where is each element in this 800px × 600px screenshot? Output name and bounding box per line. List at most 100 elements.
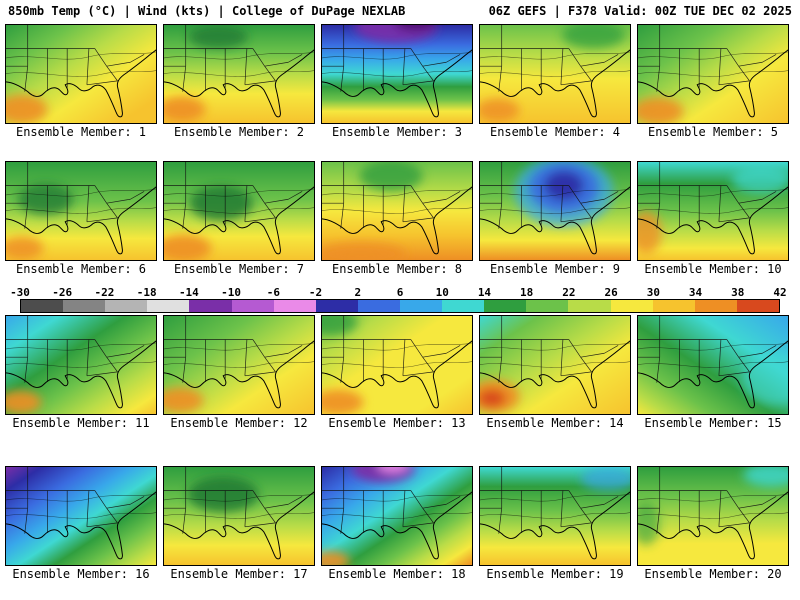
gulf-coastline — [6, 186, 156, 255]
temp-contour-line — [322, 70, 472, 77]
temp-map — [479, 315, 631, 415]
state-borders — [638, 467, 777, 534]
ensemble-panel: Ensemble Member: 10 — [637, 161, 789, 276]
temp-contour-line — [6, 51, 156, 60]
temp-contour-line — [6, 207, 156, 214]
colorbar-segment — [63, 300, 106, 312]
state-borders — [480, 162, 619, 229]
gulf-coastline — [638, 49, 788, 118]
temp-contour-line — [6, 188, 156, 197]
colorbar-segment — [357, 300, 400, 312]
temp-contour-line — [164, 493, 314, 502]
temp-map — [321, 466, 473, 566]
temp-contour-line — [638, 207, 788, 214]
state-borders — [322, 162, 461, 229]
panel-caption: Ensemble Member: 20 — [644, 567, 782, 581]
state-borders — [638, 316, 777, 383]
state-borders — [480, 316, 619, 383]
state-borders — [164, 25, 303, 92]
temp-map — [5, 466, 157, 566]
temp-contour-line — [638, 493, 788, 502]
ensemble-panel: Ensemble Member: 5 — [637, 24, 789, 139]
panel-caption: Ensemble Member: 4 — [489, 125, 621, 139]
temp-map — [479, 466, 631, 566]
temp-contour-line — [480, 51, 630, 60]
ensemble-panel: Ensemble Member: 9 — [479, 161, 631, 276]
panel-caption: Ensemble Member: 9 — [489, 262, 621, 276]
colorbar-segment — [273, 300, 316, 312]
state-borders — [322, 467, 461, 534]
colorbar-tick-label: -26 — [52, 286, 73, 299]
panel-caption: Ensemble Member: 18 — [328, 567, 466, 581]
temp-map — [321, 24, 473, 124]
temp-contour-line — [164, 188, 314, 197]
colorbar-segment — [442, 300, 485, 312]
ensemble-panel: Ensemble Member: 12 — [163, 315, 315, 430]
colorbar-segment — [21, 300, 64, 312]
panel-caption: Ensemble Member: 5 — [647, 125, 779, 139]
ensemble-panel: Ensemble Member: 4 — [479, 24, 631, 139]
temp-contour-line — [322, 512, 472, 519]
colorbar-segment — [484, 300, 527, 312]
temp-contour-line — [6, 493, 156, 502]
temp-contour-line — [480, 361, 630, 368]
panel-row-4: Ensemble Member: 16 Ensemble Member: 17 En… — [0, 466, 800, 581]
temp-contour-line — [6, 361, 156, 368]
colorbar-segment — [315, 300, 358, 312]
state-borders — [638, 162, 777, 229]
temp-contour-line — [322, 493, 472, 502]
panel-row-3: Ensemble Member: 11 Ensemble Member: 12 En… — [0, 315, 800, 430]
colorbar-tick-label: 2 — [354, 286, 362, 299]
state-borders — [6, 316, 145, 383]
gulf-coastline — [322, 340, 472, 409]
ensemble-panel: Ensemble Member: 7 — [163, 161, 315, 276]
colorbar-segment — [694, 300, 737, 312]
temp-contour-line — [164, 361, 314, 368]
temp-contour-line — [164, 51, 314, 60]
colorbar-tick-label: 38 — [731, 286, 745, 299]
temp-map — [163, 466, 315, 566]
colorbar-tick-label: 18 — [520, 286, 534, 299]
panel-caption: Ensemble Member: 10 — [644, 262, 782, 276]
temp-contour-line — [164, 70, 314, 77]
state-borders — [6, 467, 145, 534]
state-borders — [322, 316, 461, 383]
colorbar-tick-label: 34 — [688, 286, 703, 299]
panel-caption: Ensemble Member: 12 — [170, 416, 308, 430]
ensemble-panel: Ensemble Member: 16 — [5, 466, 157, 581]
gulf-coastline — [480, 49, 630, 118]
temp-map — [163, 315, 315, 415]
state-borders — [322, 25, 461, 92]
gulf-coastline — [322, 49, 472, 118]
state-borders — [164, 467, 303, 534]
temp-contour-line — [638, 512, 788, 519]
ensemble-panel: Ensemble Member: 6 — [5, 161, 157, 276]
gulf-coastline — [6, 491, 156, 560]
product-title: 850mb Temp (°C) | Wind (kts) | College o… — [8, 4, 406, 18]
state-borders — [480, 467, 619, 534]
header: 850mb Temp (°C) | Wind (kts) | College o… — [0, 0, 800, 20]
ensemble-panel: Ensemble Member: 20 — [637, 466, 789, 581]
gulf-coastline — [638, 186, 788, 255]
panel-caption: Ensemble Member: 14 — [486, 416, 624, 430]
state-borders — [480, 25, 619, 92]
gulf-coastline — [164, 186, 314, 255]
ensemble-panel: Ensemble Member: 13 — [321, 315, 473, 430]
gulf-coastline — [480, 340, 630, 409]
temp-map — [479, 161, 631, 261]
temp-contour-line — [480, 512, 630, 519]
temp-map — [163, 161, 315, 261]
temp-contour-line — [638, 361, 788, 368]
colorbar: -30 -26 -22 -18 -14 -10 -6 -2 2 6 10 14 18 22 26 30 34 38… — [10, 286, 787, 313]
temp-contour-line — [480, 493, 630, 502]
panel-caption: Ensemble Member: 2 — [173, 125, 305, 139]
panel-caption: Ensemble Member: 1 — [15, 125, 147, 139]
temp-contour-line — [480, 207, 630, 214]
colorbar-tick-label: -6 — [266, 286, 280, 299]
colorbar-tick-label: 42 — [773, 286, 787, 299]
colorbar-tick-label: 6 — [396, 286, 404, 299]
temp-map — [321, 315, 473, 415]
temp-contour-line — [322, 188, 472, 197]
ensemble-panel: Ensemble Member: 8 — [321, 161, 473, 276]
